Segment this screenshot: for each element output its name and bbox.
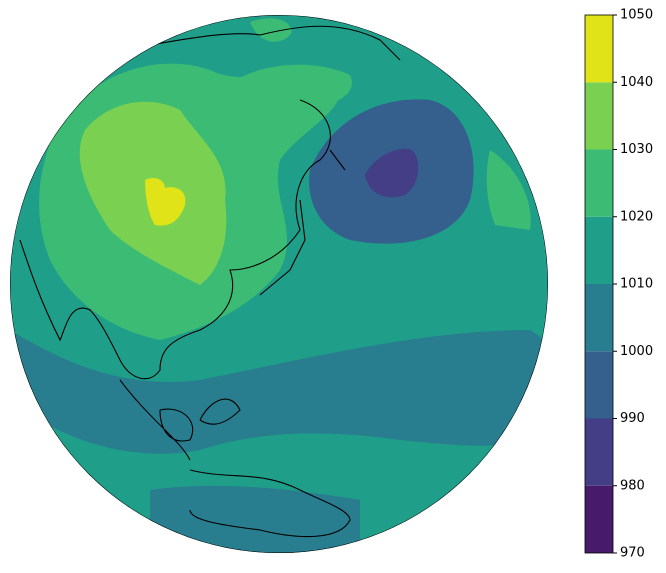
tick-label: 970 [620,546,645,561]
tick-label: 1010 [620,277,653,292]
tick-label: 980 [620,478,645,493]
colorbar-segment [585,351,613,419]
colorbar-segment [585,418,613,486]
colorbar: 970 980 990 1000 1010 1020 1030 1040 1050 [584,8,653,561]
pressure-region [365,148,419,198]
colorbar-segment [585,485,613,553]
colorbar-segment [585,15,613,83]
pressure-region [145,177,186,226]
colorbar-segment [585,216,613,284]
tick-label: 1050 [620,8,653,23]
tick-label: 1040 [620,75,653,90]
pressure-region [250,18,292,42]
tick-label: 1030 [620,142,653,157]
colorbar-segment [585,82,613,150]
globe [10,15,548,553]
pressure-region [150,485,360,553]
pressure-region [230,64,352,107]
tick-label: 1020 [620,209,653,224]
colorbar-segment [585,284,613,352]
tick-label: 990 [620,411,645,426]
colorbar-segment [585,149,613,217]
tick-label: 1000 [620,344,653,359]
pressure-region [486,150,531,230]
